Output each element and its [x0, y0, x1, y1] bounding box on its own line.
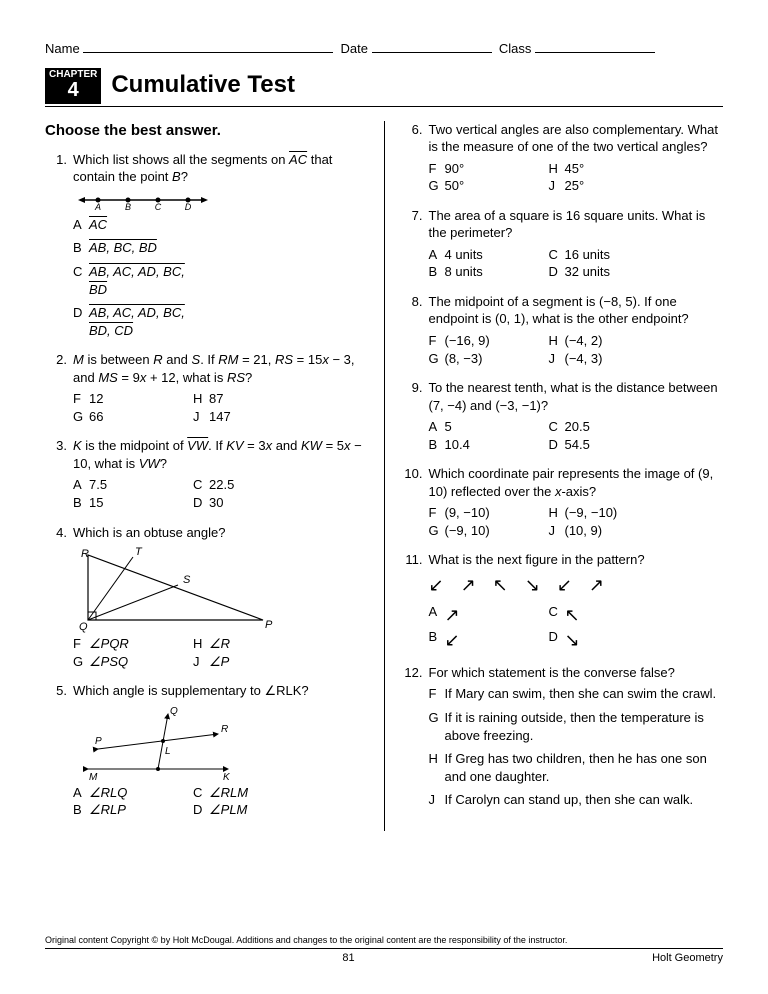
brand: Holt Geometry	[652, 951, 723, 966]
q11-pattern: ↙ ↗ ↖ ↘ ↙ ↗	[429, 573, 724, 597]
question-12: 12.For which statement is the converse f…	[401, 664, 724, 809]
svg-text:M: M	[89, 772, 98, 783]
svg-text:P: P	[265, 619, 273, 631]
svg-text:R: R	[81, 548, 89, 560]
question-7: 7.The area of a square is 16 square unit…	[401, 207, 724, 281]
question-2: 2. M is between R and S. If RM = 21, RS …	[45, 351, 368, 425]
question-3: 3. K is the midpoint of VW. If KV = 3x a…	[45, 437, 368, 511]
q1-d: AB, AC, AD, BC, BD, CD	[89, 304, 193, 339]
q1-diagram: A B C D	[73, 190, 213, 210]
date-blank[interactable]	[372, 52, 492, 53]
svg-text:C: C	[155, 202, 162, 210]
footer: Original content Copyright © by Holt McD…	[45, 934, 723, 966]
question-10: 10.Which coordinate pair represents the …	[401, 465, 724, 539]
svg-text:L: L	[165, 746, 171, 757]
page-number: 81	[342, 951, 354, 966]
instruction: Choose the best answer.	[45, 121, 368, 141]
class-blank[interactable]	[535, 52, 655, 53]
question-5: 5. Which angle is supplementary to ∠RLK?…	[45, 682, 368, 819]
chapter-label: CHAPTER	[49, 69, 97, 80]
q1-a: AC	[89, 216, 107, 234]
left-column: Choose the best answer. 1. Which list sh…	[45, 121, 385, 831]
chapter-number: 4	[49, 80, 97, 104]
svg-text:A: A	[94, 202, 101, 210]
q4-diagram: R T S Q P	[73, 545, 273, 635]
title-row: CHAPTER 4 Cumulative Test	[45, 68, 723, 107]
header: Name Date Class	[45, 40, 723, 58]
svg-text:P: P	[95, 736, 102, 747]
right-column: 6.Two vertical angles are also complemen…	[385, 121, 724, 831]
svg-text:S: S	[183, 574, 191, 586]
q1-c: AB, AC, AD, BC, BD	[89, 263, 193, 298]
chapter-badge: CHAPTER 4	[45, 68, 101, 104]
svg-text:Q: Q	[79, 621, 88, 633]
svg-text:T: T	[135, 546, 143, 558]
svg-text:Q: Q	[170, 706, 178, 717]
name-label: Name	[45, 41, 80, 56]
page-title: Cumulative Test	[111, 69, 295, 101]
svg-text:R: R	[221, 724, 228, 735]
class-label: Class	[499, 41, 532, 56]
svg-text:K: K	[223, 772, 231, 783]
question-11: 11.What is the next figure in the patter…	[401, 551, 724, 651]
copyright: Original content Copyright © by Holt McD…	[45, 934, 723, 949]
date-label: Date	[341, 41, 368, 56]
question-4: 4. Which is an obtuse angle? R T S Q P F…	[45, 524, 368, 671]
question-9: 9.To the nearest tenth, what is the dist…	[401, 379, 724, 453]
question-6: 6.Two vertical angles are also complemen…	[401, 121, 724, 195]
q1-text: Which list shows all the segments on AC …	[73, 151, 368, 186]
question-1: 1. Which list shows all the segments on …	[45, 151, 368, 339]
q1-num: 1.	[45, 151, 73, 186]
svg-text:B: B	[125, 202, 131, 210]
svg-text:D: D	[185, 202, 192, 210]
q1-b: AB, BC, BD	[89, 239, 157, 257]
name-blank[interactable]	[83, 52, 333, 53]
q5-diagram: Q P R M L K	[73, 704, 253, 784]
question-8: 8.The midpoint of a segment is (−8, 5). …	[401, 293, 724, 367]
